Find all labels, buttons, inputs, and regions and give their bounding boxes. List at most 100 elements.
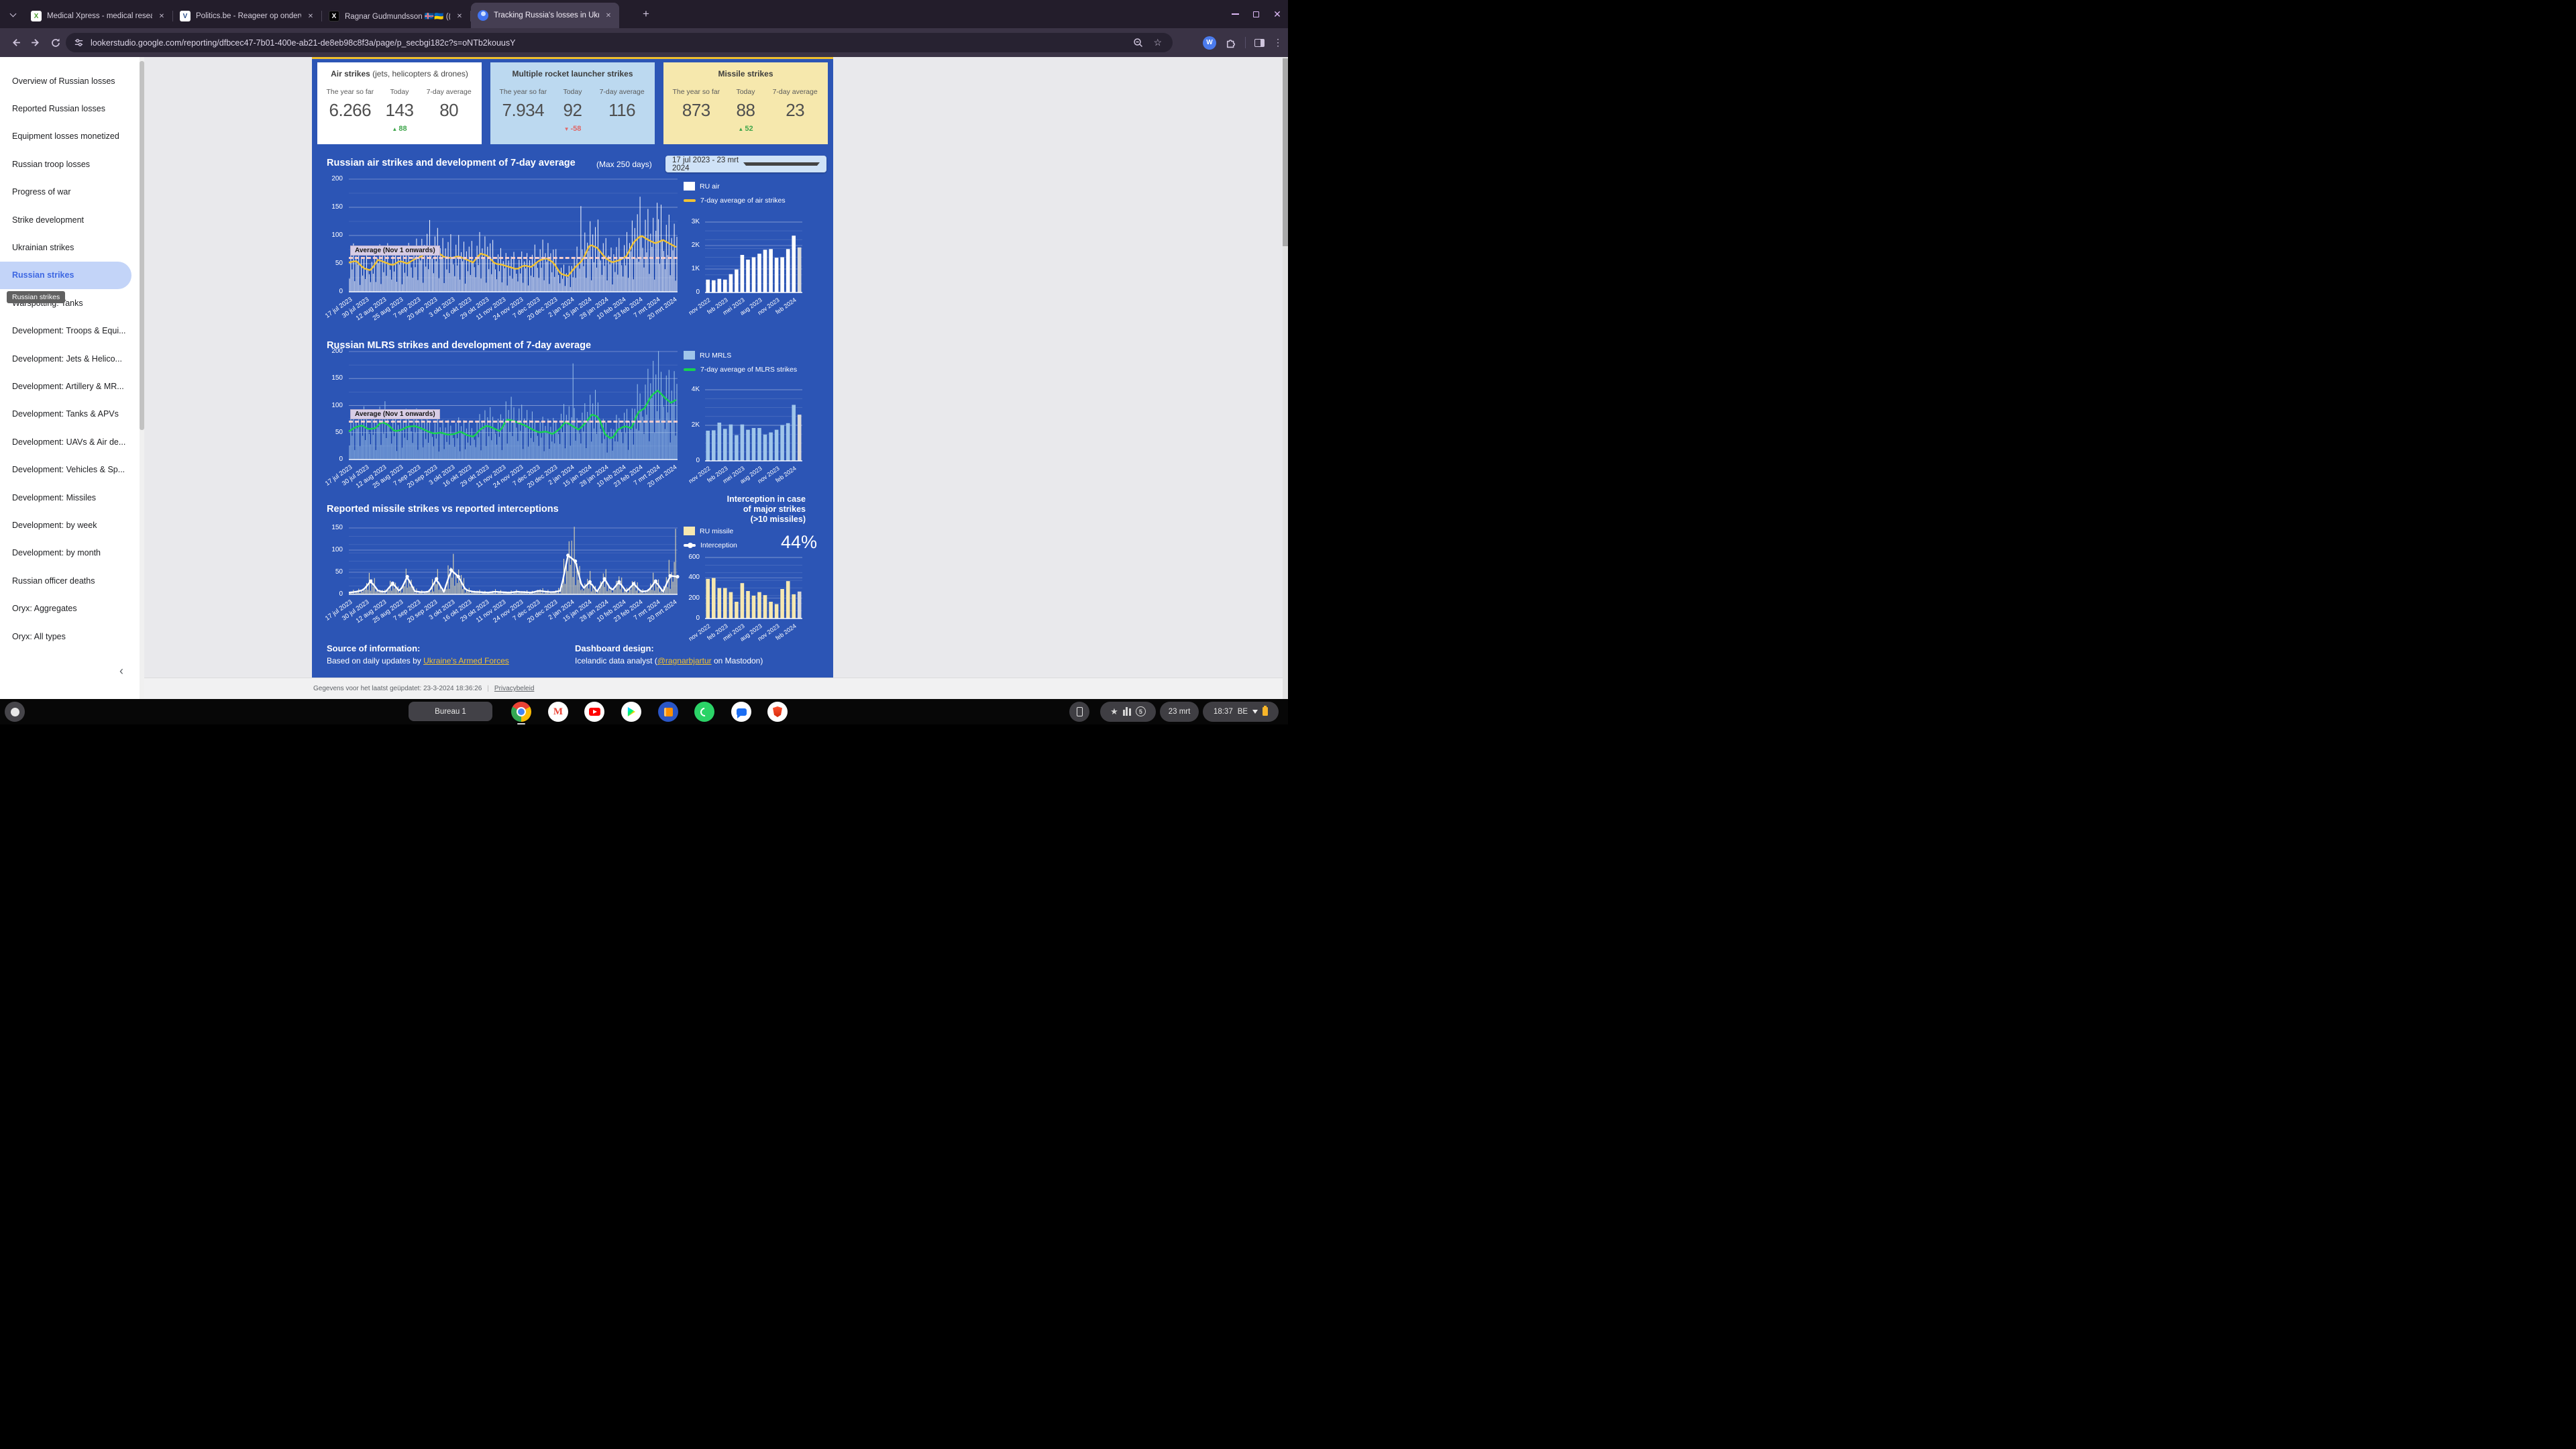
keyboard-layout: BE [1237,707,1248,716]
chart2-mini-y-axis: 0 2K 4K [674,386,702,464]
page-scrollbar[interactable] [1283,57,1288,699]
tray-status-pill[interactable]: ★ 5 [1100,701,1156,722]
zoom-out-icon[interactable] [1133,38,1144,48]
sidebar-item-russian-troop-losses[interactable]: Russian troop losses [12,159,91,169]
reader-app-icon[interactable] [658,702,678,722]
source-link[interactable]: Ukraine's Armed Forces [423,656,509,665]
sidebar-item-strike-development[interactable]: Strike development [12,215,85,225]
brave-icon[interactable] [767,702,788,722]
scorecard-column-label: 7-day average [426,88,472,96]
scorecard-2: Missile strikes The year so far Today 7-day… [663,62,828,144]
browser-tab-x-twitter[interactable]: X Ragnar Gudmundsson 🇮🇸🇺🇦 ((@ ✕ [322,4,471,28]
chart2-x-axis: 17 jul 2023 30 jul 2023 12 aug 2023 25 aug … [324,462,679,490]
date-range-selector[interactable]: 17 jul 2023 - 23 mrt 2024 [665,156,826,172]
bookmark-star-icon[interactable]: ☆ [1153,37,1162,48]
sidebar-item-development-missiles[interactable]: Development: Missiles [12,492,97,502]
date-pill[interactable]: 23 mrt [1160,701,1199,722]
sidebar-item-development-artillery-mr[interactable]: Development: Artillery & MR... [12,381,124,391]
sidebar-item-equipment-losses-monetized[interactable]: Equipment losses monetized [12,131,119,142]
forward-icon[interactable] [27,34,44,52]
sidebar-item-development-by-week[interactable]: Development: by week [12,520,97,530]
browser-tab-looker-studio[interactable]: Tracking Russia's losses in Ukr ✕ [471,3,619,28]
chart3-monthly-mini-chart [705,557,802,619]
whatsapp-icon[interactable] [694,702,714,722]
sidebar-item-russian-officer-deaths[interactable]: Russian officer deaths [12,576,95,586]
chart3-plot [348,527,680,595]
privacy-policy-link[interactable]: Privacybeleid [494,685,535,692]
sidebar-item-reported-russian-losses[interactable]: Reported Russian losses [12,104,105,114]
sidebar-collapse-icon[interactable]: ‹ [119,664,123,678]
mini-y-tick-label: 200 [688,594,700,602]
window-minimize-button[interactable] [1229,8,1241,20]
sidebar-item-oryx-all-types[interactable]: Oryx: All types [12,631,66,641]
extensions-puzzle-icon[interactable] [1225,37,1236,48]
y-tick-label: 150 [331,524,343,531]
y-tick-label: 150 [331,374,343,382]
sidebar-item-development-vehicles-sp[interactable]: Development: Vehicles & Sp... [12,465,125,475]
browser-tab-politics-be[interactable]: V Politics.be - Reageer op onderw ✕ [173,4,322,28]
scorecard-column-label: The year so far [672,88,720,96]
sidebar-item-development-uavs-air-de[interactable]: Development: UAVs & Air de... [12,437,126,447]
extension-w-icon[interactable]: W [1203,36,1216,50]
looker-studio-favicon-icon [478,10,488,21]
sidebar-item-oryx-aggregates[interactable]: Oryx: Aggregates [12,604,77,614]
scorecard-delta: ▼ -58 [564,125,582,133]
tab-search-icon[interactable] [7,9,19,20]
tab-close-button[interactable]: ✕ [456,12,463,20]
address-bar[interactable]: lookerstudio.google.com/reporting/dfbcec… [66,33,1173,52]
browser-tab-medicalxpress[interactable]: X Medical Xpress - medical resea ✕ [24,4,173,28]
sidebar-item-ukrainian-strikes[interactable]: Ukrainian strikes [12,243,74,253]
sidebar-item-development-jets-helico[interactable]: Development: Jets & Helico... [12,354,122,364]
google-play-icon[interactable] [621,702,641,722]
sidebar-item-development-by-month[interactable]: Development: by month [12,548,101,558]
youtube-icon[interactable] [584,702,604,722]
legend-line-interception [684,543,696,548]
air_daily-svg [348,178,678,292]
mini-y-tick-label: 0 [696,614,700,622]
designer-link[interactable]: @ragnarbjartur [657,656,712,665]
browser-menu-icon[interactable]: ⋮ [1273,37,1283,48]
chart3-mini-y-axis: 0 200 400 600 [674,553,702,622]
legend-swatch-ru-mrls [684,351,695,360]
sidebar-item-progress-of-war[interactable]: Progress of war [12,187,71,197]
system-tray[interactable]: 18:37 BE [1203,701,1279,722]
legend-swatch-ru-missile [684,527,695,535]
tab-title: Medical Xpress - medical resea [47,12,152,20]
y-tick-label: 0 [339,455,343,463]
phone-hub-icon[interactable] [1069,702,1089,722]
new-tab-button[interactable]: + [643,7,649,20]
site-settings-icon[interactable] [74,38,84,48]
launcher-icon[interactable] [5,702,25,722]
chart2-legend: RU MRLS 7-day average of MLRS strikes [684,351,797,374]
sidebar-item-russian-strikes[interactable]: Russian strikes [0,261,131,290]
tab-close-button[interactable]: ✕ [605,11,612,19]
chart1-x-axis: 17 jul 2023 30 jul 2023 12 aug 2023 25 aug … [324,294,679,322]
chart3-x-axis: 17 jul 2023 30 jul 2023 12 aug 2023 25 aug … [324,596,679,625]
back-icon[interactable] [7,34,24,52]
chart3-legend: RU missile Interception [684,527,737,549]
tab-close-button[interactable]: ✕ [158,12,165,20]
reload-icon[interactable] [47,34,64,52]
tab-close-button[interactable]: ✕ [307,12,314,20]
side-panel-icon[interactable] [1254,38,1265,47]
chrome-icon[interactable] [511,702,531,722]
sidebar-item-overview-of-russian-losses[interactable]: Overview of Russian losses [12,76,115,86]
y-tick-label: 0 [339,288,343,295]
chart1-average-line [349,257,678,259]
gmail-icon[interactable]: M [548,702,568,722]
tab-title: Politics.be - Reageer op onderw [196,12,301,20]
url-text: lookerstudio.google.com/reporting/dfbcec… [91,38,516,48]
scorecard-value: 873 [682,100,710,120]
chart2-title: Russian MLRS strikes and development of … [327,340,592,351]
scorecard-value: 116 [608,100,636,120]
chart1-mini-y-axis: 0 1K 2K 3K [674,218,702,296]
window-restore-button[interactable] [1250,8,1262,20]
sidebar-scrollbar[interactable] [140,57,144,699]
sidebar-item-development-troops-equi[interactable]: Development: Troops & Equi... [12,326,126,336]
desk-button[interactable]: Bureau 1 [409,702,492,721]
sidebar-item-development-tanks-apvs[interactable]: Development: Tanks & APVs [12,409,119,419]
window-close-button[interactable]: ✕ [1273,8,1281,19]
chat-app-icon[interactable] [731,702,751,722]
mlrs_monthly-svg [705,389,802,462]
scorecard-value: 6.266 [329,100,372,120]
